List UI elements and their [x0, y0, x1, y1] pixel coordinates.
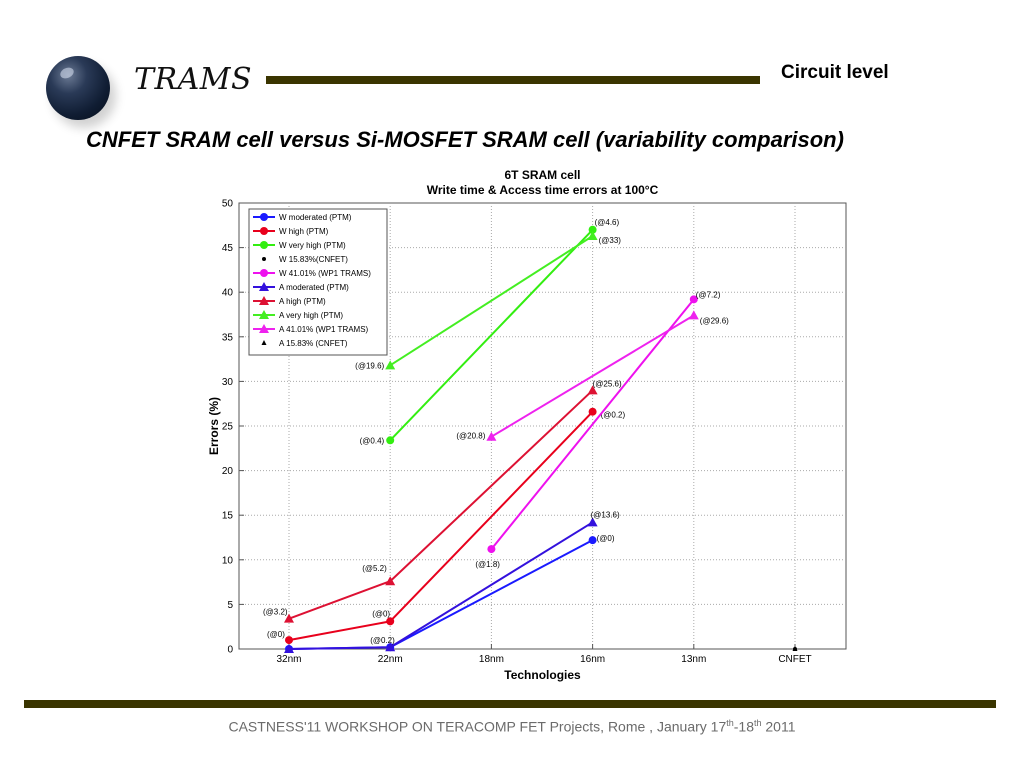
x-tick-label: 16nm — [580, 654, 605, 665]
y-axis-label: Errors (%) — [207, 397, 221, 455]
y-tick-label: 50 — [222, 199, 234, 210]
legend-label: W 15.83%(CNFET) — [279, 255, 348, 264]
footer-text: CASTNESS'11 WORKSHOP ON TERACOMP FET Pro… — [0, 718, 1024, 735]
footer-rule — [24, 700, 996, 708]
legend-marker — [261, 340, 267, 345]
data-point — [487, 545, 496, 554]
y-tick-label: 15 — [222, 511, 234, 522]
series-line — [389, 229, 594, 441]
data-label: (@0.2) — [370, 636, 395, 645]
legend-label: A moderated (PTM) — [279, 283, 349, 292]
data-point — [588, 536, 597, 545]
legend-box — [248, 208, 388, 356]
data-label: (@13.6) — [591, 510, 620, 519]
y-tick-label: 25 — [222, 422, 234, 433]
data-point — [688, 310, 699, 320]
legend-marker — [260, 213, 268, 221]
data-point — [486, 431, 497, 441]
legend-marker — [259, 282, 269, 291]
data-label: (@0.4) — [360, 436, 385, 445]
data-point — [386, 617, 395, 626]
data-label: (@25.6) — [593, 379, 622, 388]
header-rule — [266, 76, 760, 84]
y-tick-label: 35 — [222, 332, 234, 343]
legend-label: W high (PTM) — [279, 227, 329, 236]
legend-label: W 41.01% (WP1 TRAMS) — [279, 269, 371, 278]
legend-label: A very high (PTM) — [279, 311, 343, 320]
legend-marker — [259, 310, 269, 319]
series-line — [490, 298, 695, 550]
slide-title: CNFET SRAM cell versus Si-MOSFET SRAM ce… — [86, 127, 844, 152]
footer-year: 2011 — [761, 718, 796, 735]
data-point — [588, 225, 597, 234]
legend-label: A 41.01% (WP1 TRAMS) — [279, 325, 369, 334]
x-tick-label: CNFET — [778, 654, 811, 665]
legend-marker — [260, 269, 268, 277]
data-point — [385, 576, 396, 586]
legend-marker — [259, 296, 269, 305]
legend-marker — [260, 227, 268, 235]
legend-marker — [262, 257, 266, 261]
data-label: (@3.2) — [263, 608, 288, 617]
data-point — [385, 642, 396, 652]
x-tick-label: 22nm — [378, 654, 403, 665]
data-label: (@4.6) — [595, 218, 620, 227]
data-point — [284, 613, 294, 623]
legend-label: A high (PTM) — [279, 297, 326, 306]
y-tick-label: 30 — [222, 377, 234, 388]
data-point — [792, 646, 798, 651]
chart-subtitle: Write time & Access time errors at 100°C — [427, 183, 659, 197]
data-point — [588, 407, 597, 416]
data-label: (@19.6) — [355, 361, 384, 370]
chart-title: 6T SRAM cell — [504, 168, 580, 182]
data-point — [587, 517, 598, 527]
legend-label: W moderated (PTM) — [279, 213, 352, 222]
data-point — [689, 295, 698, 304]
section-label: Circuit level — [781, 62, 889, 83]
data-label: (@0) — [597, 534, 615, 543]
data-point — [587, 385, 598, 395]
data-label: (@7.2) — [696, 290, 721, 299]
y-tick-label: 0 — [227, 645, 233, 656]
data-point — [284, 644, 294, 653]
data-point — [587, 231, 598, 241]
series-line — [389, 235, 594, 367]
data-label: (@0) — [372, 609, 390, 618]
legend-marker — [260, 241, 268, 249]
footer-sup-1: th — [726, 718, 734, 728]
data-label: (@0) — [267, 630, 285, 639]
data-label: (@0.2) — [601, 411, 626, 420]
series-line — [490, 314, 695, 438]
data-label: (@5.2) — [362, 564, 387, 573]
data-point — [385, 360, 396, 370]
footer-main: CASTNESS'11 WORKSHOP ON TERACOMP FET Pro… — [228, 718, 727, 735]
footer-sup-2: th — [753, 718, 762, 728]
y-tick-label: 20 — [222, 466, 234, 477]
x-axis-label: Technologies — [504, 668, 581, 682]
legend-label: A 15.83% (CNFET) — [279, 339, 348, 348]
footer-dash: -18 — [733, 718, 754, 735]
data-label: (@20.8) — [456, 432, 485, 441]
data-label: (@33) — [599, 236, 622, 245]
y-tick-label: 5 — [227, 600, 233, 611]
data-point — [386, 436, 395, 445]
trams-logo-text: TRAMS — [134, 62, 253, 97]
data-label: (@1.8) — [475, 560, 500, 569]
y-tick-label: 10 — [222, 555, 234, 566]
data-label: (@29.6) — [700, 316, 729, 325]
legend-marker — [259, 324, 269, 333]
x-tick-label: 32nm — [276, 654, 301, 665]
y-tick-label: 40 — [222, 288, 234, 299]
data-point — [285, 636, 293, 645]
trams-logo-sphere — [46, 56, 110, 120]
x-tick-label: 18nm — [479, 654, 504, 665]
legend-label: W very high (PTM) — [279, 241, 346, 250]
x-tick-label: 13nm — [681, 654, 706, 665]
y-tick-label: 45 — [222, 243, 234, 254]
